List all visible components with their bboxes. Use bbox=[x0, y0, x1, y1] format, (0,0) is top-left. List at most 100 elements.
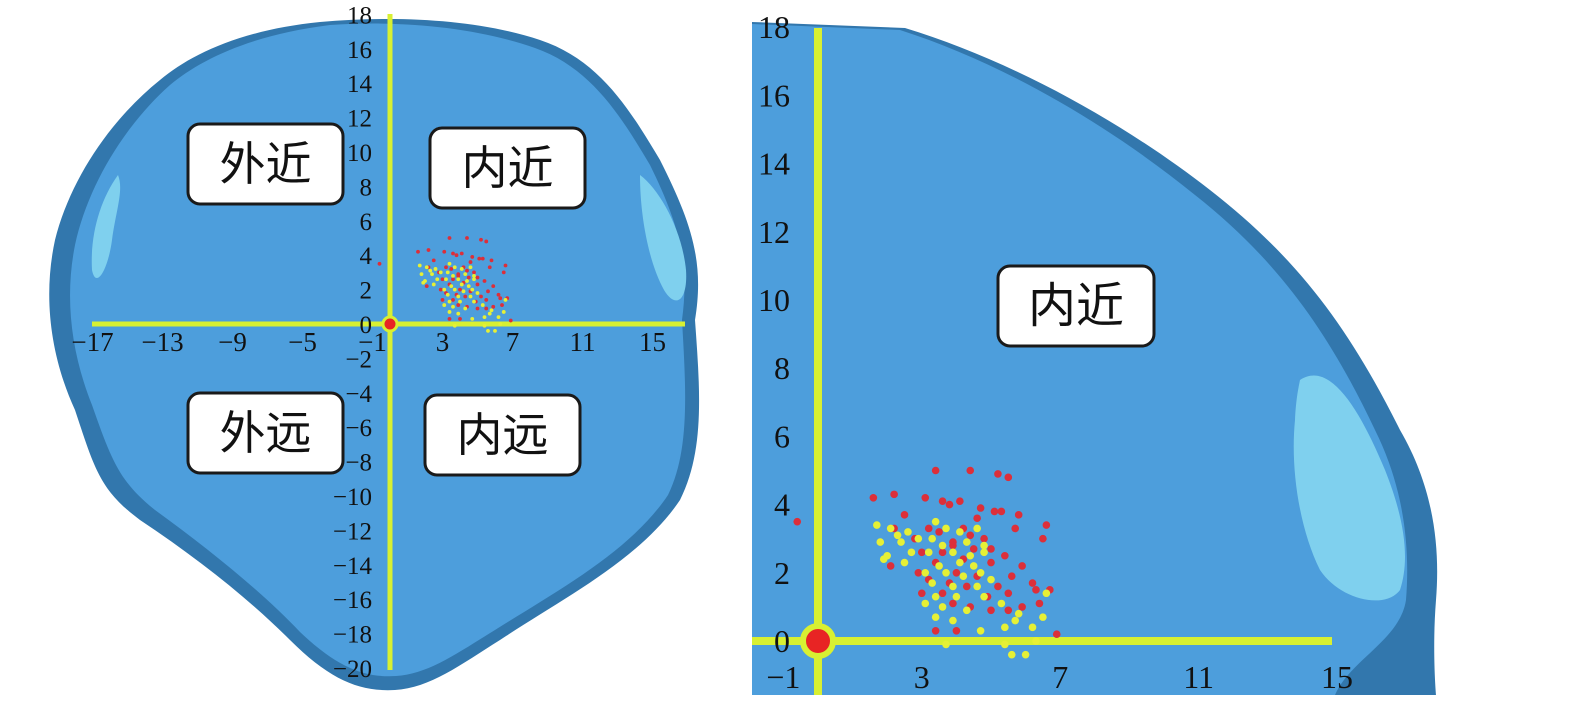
x-tick-label: −5 bbox=[288, 327, 317, 357]
quadrant-label-text: 内近 bbox=[1028, 278, 1124, 334]
yellow-data-point bbox=[428, 268, 433, 273]
yellow-data-point bbox=[959, 572, 968, 581]
yellow-data-point bbox=[456, 311, 461, 316]
yellow-data-point bbox=[452, 287, 457, 292]
red-data-point bbox=[447, 316, 452, 321]
yellow-data-point bbox=[928, 579, 936, 587]
yellow-data-point bbox=[956, 558, 964, 567]
yellow-data-point bbox=[907, 548, 916, 557]
red-data-point bbox=[484, 298, 489, 302]
y-tick-label: 10 bbox=[347, 140, 372, 167]
x-tick-label: 11 bbox=[570, 327, 596, 357]
x-tick-label: 7 bbox=[1052, 659, 1068, 695]
yellow-data-point bbox=[458, 299, 462, 304]
y-tick-label: −6 bbox=[345, 415, 372, 442]
yellow-data-point bbox=[893, 531, 902, 540]
yellow-data-point bbox=[914, 534, 923, 543]
x-tick-label: 3 bbox=[436, 327, 450, 357]
red-data-point bbox=[475, 306, 480, 311]
red-data-point bbox=[969, 545, 978, 553]
red-data-point bbox=[496, 292, 501, 297]
red-data-point bbox=[952, 626, 961, 635]
red-data-point bbox=[486, 289, 490, 294]
red-data-point bbox=[475, 282, 480, 287]
red-data-point bbox=[914, 569, 923, 577]
red-data-point bbox=[465, 236, 469, 240]
yellow-data-point bbox=[503, 298, 508, 302]
x-tick-label: 3 bbox=[914, 659, 930, 695]
yellow-data-point bbox=[445, 292, 450, 297]
yellow-data-point bbox=[442, 287, 447, 292]
red-data-point bbox=[438, 287, 443, 292]
yellow-data-point bbox=[1011, 616, 1020, 625]
yellow-data-point bbox=[459, 267, 464, 271]
yellow-data-point bbox=[463, 272, 468, 277]
right-highlight bbox=[1293, 375, 1405, 601]
red-data-point bbox=[1035, 599, 1044, 608]
yellow-data-point bbox=[472, 277, 476, 282]
y-tick-label: −8 bbox=[345, 450, 372, 477]
yellow-data-point bbox=[904, 528, 912, 536]
yellow-data-point bbox=[938, 541, 947, 550]
red-data-point bbox=[431, 258, 436, 263]
yellow-data-point bbox=[980, 541, 988, 550]
yellow-data-point bbox=[456, 277, 461, 282]
yellow-data-point bbox=[962, 538, 971, 546]
yellow-data-point bbox=[496, 315, 501, 320]
yellow-data-point bbox=[501, 310, 506, 314]
yellow-data-point bbox=[1001, 623, 1009, 632]
red-data-point bbox=[1018, 603, 1026, 611]
yellow-data-point bbox=[447, 261, 452, 266]
red-data-point bbox=[966, 466, 975, 475]
right-x-tick-labels: −1 3 7 11 15 bbox=[766, 659, 1353, 695]
red-data-point bbox=[1052, 630, 1061, 638]
yellow-data-point bbox=[482, 315, 487, 320]
red-data-point bbox=[482, 279, 487, 283]
yellow-data-point bbox=[942, 640, 950, 649]
yellow-data-point bbox=[976, 626, 985, 635]
y-tick-label: 4 bbox=[774, 487, 790, 523]
red-data-point bbox=[491, 304, 496, 309]
yellow-data-point bbox=[470, 316, 475, 321]
red-data-point bbox=[463, 294, 468, 299]
quadrant-label-text: 外近 bbox=[220, 137, 312, 191]
x-tick-label: −9 bbox=[218, 327, 247, 357]
quadrant-label-text: 外远 bbox=[220, 406, 312, 460]
x-tick-label: −13 bbox=[141, 327, 183, 357]
red-data-point bbox=[1004, 606, 1013, 615]
yellow-data-point bbox=[1001, 640, 1009, 649]
red-data-point bbox=[449, 267, 454, 271]
red-data-point bbox=[1028, 579, 1037, 587]
red-data-point bbox=[973, 514, 981, 523]
red-data-point bbox=[931, 466, 940, 475]
yellow-data-point bbox=[435, 277, 440, 282]
yellow-data-point bbox=[987, 575, 995, 584]
red-data-point bbox=[416, 249, 420, 254]
red-data-point bbox=[931, 626, 940, 635]
red-data-point bbox=[1014, 511, 1023, 519]
red-data-point bbox=[987, 558, 995, 567]
red-data-point bbox=[980, 534, 988, 543]
yellow-data-point bbox=[433, 267, 438, 271]
yellow-data-point bbox=[475, 291, 480, 295]
yellow-data-point bbox=[931, 613, 940, 621]
yellow-data-point bbox=[493, 328, 497, 333]
yellow-data-point bbox=[1007, 650, 1016, 659]
yellow-data-point bbox=[444, 277, 448, 282]
red-data-point bbox=[458, 287, 462, 292]
y-tick-label: 6 bbox=[360, 209, 373, 236]
yellow-data-point bbox=[449, 284, 454, 289]
y-tick-label: −12 bbox=[333, 518, 372, 545]
yellow-data-point bbox=[424, 265, 429, 270]
yellow-data-point bbox=[430, 272, 434, 277]
red-data-point bbox=[952, 569, 961, 577]
yellow-data-point bbox=[431, 282, 436, 287]
red-data-point bbox=[459, 251, 464, 256]
red-data-point bbox=[377, 261, 382, 266]
yellow-data-point bbox=[468, 265, 473, 270]
red-data-point bbox=[935, 528, 943, 536]
red-data-point bbox=[491, 284, 496, 289]
yellow-data-point bbox=[1028, 623, 1037, 632]
x-tick-label: −1 bbox=[766, 659, 800, 695]
